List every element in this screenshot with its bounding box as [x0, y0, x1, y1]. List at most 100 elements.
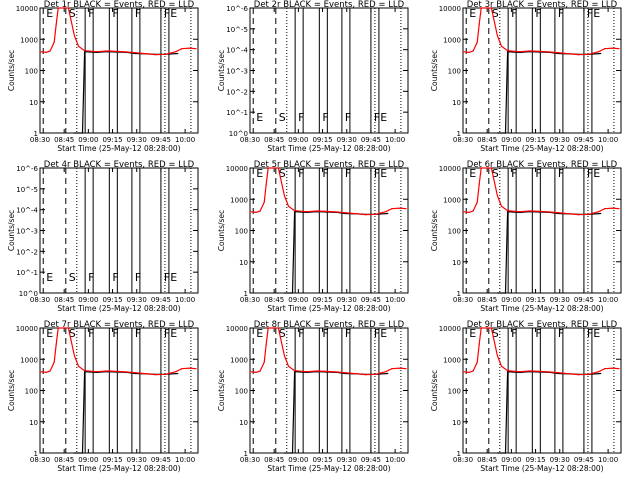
data-point	[154, 374, 157, 376]
marker-label: F	[558, 167, 564, 180]
y-tick-label: 10	[239, 259, 248, 267]
x-tick-label: 09:00	[501, 296, 521, 304]
data-point	[598, 371, 600, 373]
panel-title: Det 6r BLACK = Events, RED = LLD	[467, 160, 618, 170]
y-tick-label: 10^-2	[226, 88, 248, 96]
data-point	[496, 35, 499, 37]
data-point	[356, 373, 358, 375]
marker-label: S	[492, 327, 499, 340]
data-point	[73, 452, 76, 454]
x-axis-label: Start Time (25-May-12 08:28:00)	[57, 464, 180, 473]
y-tick-label: 10^-3	[226, 68, 248, 76]
x-tick-label: 09:30	[127, 136, 147, 144]
data-point	[612, 207, 614, 209]
data-point	[476, 361, 478, 363]
x-tick-label: 08:30	[30, 136, 50, 144]
x-tick-label: 09:00	[288, 296, 308, 304]
marker-label: F	[535, 327, 541, 340]
y-tick-label: 1	[34, 450, 38, 458]
y-tick-label: 10	[29, 419, 38, 427]
data-point	[587, 373, 590, 375]
data-point	[557, 372, 559, 374]
y-tick-label: 1000	[443, 356, 461, 364]
data-point	[265, 183, 267, 185]
y-tick-label: 10000	[16, 5, 38, 13]
data-point	[496, 355, 499, 357]
data-point	[96, 371, 98, 373]
data-point	[506, 371, 509, 373]
y-tick-label: 10	[29, 99, 38, 107]
data-point	[374, 373, 377, 375]
data-point	[55, 343, 57, 345]
data-point	[83, 50, 86, 52]
data-point	[146, 53, 148, 55]
series-line	[284, 371, 388, 454]
x-tick-label: 09:00	[288, 456, 308, 464]
data-point	[146, 373, 148, 375]
data-point	[356, 213, 358, 215]
data-point	[96, 51, 98, 53]
data-point	[106, 50, 108, 52]
data-point	[476, 201, 478, 203]
data-point	[106, 370, 108, 372]
series-line	[39, 327, 197, 376]
marker-label: E	[469, 327, 476, 340]
data-point	[472, 370, 474, 372]
data-point	[529, 210, 531, 212]
marker-label: F	[88, 327, 94, 340]
marker-label: S	[279, 327, 286, 340]
data-point	[255, 371, 257, 373]
panel-4: Det 4r BLACK = Events, RED = LLD 08:30 08:…	[7, 160, 199, 313]
data-point	[549, 371, 551, 373]
data-point	[506, 211, 509, 213]
y-axis-label: Counts/sec	[217, 50, 226, 91]
marker-label: E	[256, 167, 263, 180]
data-point	[326, 370, 328, 372]
marker-label: S	[69, 7, 76, 20]
data-point	[39, 371, 41, 373]
data-point	[364, 374, 367, 376]
data-point	[67, 327, 69, 329]
marker-label: F	[345, 167, 351, 180]
marker-label: E	[46, 7, 53, 20]
data-point	[291, 452, 294, 454]
x-tick-label: 08:45	[264, 136, 284, 144]
y-tick-label: 10000	[439, 165, 461, 173]
data-point	[134, 52, 136, 54]
y-tick-label: 1	[34, 130, 38, 138]
x-tick-label: 08:30	[240, 136, 260, 144]
x-tick-label: 10:00	[598, 296, 618, 304]
data-point	[529, 370, 531, 372]
data-point	[387, 212, 389, 215]
panel-title: Det 5r BLACK = Events, RED = LLD	[254, 160, 405, 170]
data-point	[126, 371, 128, 373]
data-point	[326, 210, 328, 212]
marker-label: F	[322, 167, 328, 180]
y-tick-label: 10^0	[229, 130, 248, 138]
panel-title: Det 4r BLACK = Events, RED = LLD	[44, 160, 195, 170]
panel-8: Det 8r BLACK = Events, RED = LLD 08:30 08:…	[217, 320, 409, 473]
data-point	[189, 47, 191, 49]
x-tick-label: 10:00	[385, 136, 405, 144]
data-point	[604, 208, 606, 210]
x-tick-label: 09:15	[102, 296, 122, 304]
y-tick-label: 100	[25, 388, 38, 396]
x-tick-label: 10:00	[385, 456, 405, 464]
data-point	[267, 167, 269, 169]
data-point	[175, 371, 177, 373]
data-point	[265, 343, 267, 345]
x-tick-label: 08:45	[477, 136, 497, 144]
marker-label: F	[112, 271, 118, 284]
data-point	[506, 51, 509, 53]
x-tick-label: 08:30	[453, 296, 473, 304]
data-point	[569, 53, 571, 55]
data-point	[164, 53, 167, 55]
data-point	[81, 452, 84, 454]
data-point	[399, 367, 401, 369]
marker-label: F	[135, 7, 141, 20]
y-tick-label: 1000	[230, 356, 248, 364]
x-tick-label: 10:00	[175, 456, 195, 464]
data-point	[53, 41, 55, 43]
data-point	[134, 372, 136, 374]
data-point	[490, 7, 492, 9]
